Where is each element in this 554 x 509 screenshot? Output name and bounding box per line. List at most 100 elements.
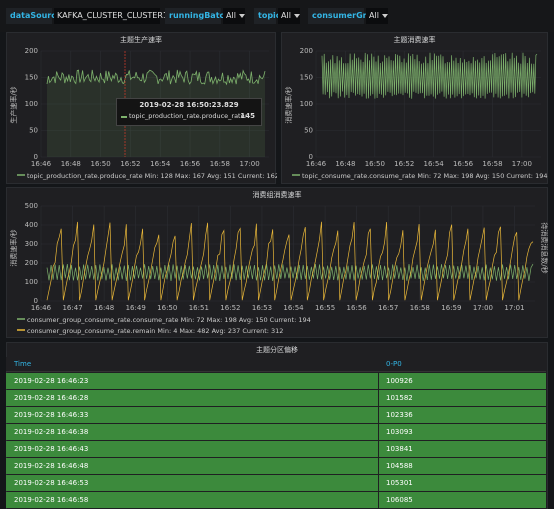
- y-axis-label: 消费速率/秒: [284, 86, 293, 123]
- cell-offset: 103841: [386, 445, 413, 453]
- var-running-batch-value: All: [226, 11, 236, 20]
- y-tick-label: 500: [25, 202, 38, 210]
- y-tick-label: 200: [25, 259, 38, 267]
- x-tick-label: 16:56: [453, 160, 474, 168]
- cell-divider: [378, 458, 379, 474]
- var-topic-select[interactable]: All: [278, 8, 300, 24]
- x-tick-label: 16:58: [482, 160, 502, 168]
- var-datasource-select[interactable]: KAFKA_CLUSTER_CLUSTER1: [54, 8, 178, 24]
- y-axis-label: 生产速率/秒: [9, 86, 18, 123]
- cell-divider: [378, 373, 379, 389]
- y-tick-label: 100: [300, 100, 313, 108]
- x-tick-label: 17:00: [512, 160, 532, 168]
- x-tick-label: 16:48: [94, 304, 114, 312]
- var-consumer-group-select[interactable]: All: [366, 8, 388, 24]
- cell-divider: [378, 407, 379, 423]
- x-tick-label: 16:54: [150, 160, 171, 168]
- table-row: 2019-02-28 16:46:38 103093: [6, 424, 546, 440]
- x-tick-label: 16:52: [220, 304, 240, 312]
- x-tick-label: 16:50: [365, 160, 385, 168]
- y-axis-label-right: 待消费消息数/秒: [540, 222, 549, 273]
- cell-offset: 106085: [386, 496, 413, 504]
- cell-offset: 104588: [386, 462, 413, 470]
- x-tick-label: 17:00: [473, 304, 493, 312]
- x-tick-label: 16:46: [31, 160, 52, 168]
- cell-offset: 103093: [386, 428, 413, 436]
- x-tick-label: 16:56: [347, 304, 368, 312]
- y-tick-label: 0: [309, 153, 313, 161]
- table-header: Time 0-P0: [6, 357, 546, 372]
- panel-topic-consume[interactable]: 主题消费速率 0 50 100 150 200 16:46 16:48 16:50 16:52 1…: [281, 32, 548, 184]
- x-tick-label: 16:46: [31, 304, 52, 312]
- chevron-down-icon: [238, 13, 245, 18]
- x-tick-label: 16:50: [91, 160, 111, 168]
- chevron-down-icon: [293, 13, 300, 18]
- series-line-remain: [46, 221, 534, 301]
- y-tick-label: 300: [25, 240, 38, 248]
- table-row: 2019-02-28 16:46:58 106085: [6, 492, 546, 508]
- cell-time: 2019-02-28 16:46:48: [14, 462, 89, 470]
- x-tick-label: 16:55: [315, 304, 335, 312]
- var-topic-label: topic: [254, 8, 281, 24]
- cell-offset: 100926: [386, 377, 413, 385]
- x-tick-label: 16:52: [394, 160, 414, 168]
- y-tick-label: 50: [304, 127, 313, 135]
- x-tick-label: 16:48: [335, 160, 355, 168]
- x-tick-label: 16:56: [180, 160, 201, 168]
- x-tick-label: 17:01: [504, 304, 524, 312]
- table-row: 2019-02-28 16:46:33 102336: [6, 407, 546, 423]
- x-tick-label: 16:46: [306, 160, 327, 168]
- tooltip-value: 145: [240, 112, 255, 120]
- column-p0[interactable]: 0-P0: [386, 360, 402, 368]
- table-row: 2019-02-28 16:46:53 105301: [6, 475, 546, 491]
- series-line: [321, 52, 538, 99]
- x-tick-label: 16:48: [61, 160, 81, 168]
- y-tick-label: 100: [25, 100, 38, 108]
- tooltip: 2019-02-28 16:50:23.829 topic_production…: [116, 98, 262, 126]
- y-axis-label: 消费速率/秒: [9, 229, 18, 266]
- chart-consumer-group: 0 100 200 300 400 500 16:46 16:47 16:48 16:49 16:5…: [9, 202, 549, 335]
- chart-topic-consume: 0 50 100 150 200 16:46 16:48 16:50 16:52 16:54 16:…: [284, 47, 547, 180]
- cell-divider: [378, 424, 379, 440]
- panel-title: 主题生产速率: [120, 36, 162, 44]
- var-running-batch-select[interactable]: All: [223, 8, 245, 24]
- y-tick-label: 150: [300, 74, 313, 82]
- x-tick-label: 16:47: [62, 304, 82, 312]
- table-row: 2019-02-28 16:46:23 100926: [6, 373, 546, 389]
- y-tick-label: 150: [25, 74, 38, 82]
- cell-offset: 105301: [386, 479, 413, 487]
- cell-time: 2019-02-28 16:46:43: [14, 445, 89, 453]
- variables-bar: dataSource KAFKA_CLUSTER_CLUSTER1 runnin…: [0, 0, 554, 32]
- legend-label: topic_consume_rate.consume_rate Min: 72 …: [302, 172, 547, 180]
- x-tick-label: 16:58: [210, 160, 230, 168]
- x-tick-label: 16:53: [252, 304, 272, 312]
- var-consumer-group-value: All: [369, 11, 379, 20]
- var-topic-value: All: [281, 11, 291, 20]
- var-datasource-value: KAFKA_CLUSTER_CLUSTER1: [57, 11, 169, 20]
- cell-offset: 101582: [386, 394, 413, 402]
- x-tick-label: 16:50: [157, 304, 177, 312]
- y-tick-label: 0: [34, 153, 38, 161]
- tooltip-series: topic_production_rate.produce_rate:: [129, 112, 247, 120]
- x-tick-label: 16:59: [441, 304, 461, 312]
- x-tick-label: 16:54: [424, 160, 445, 168]
- column-time[interactable]: Time: [14, 360, 32, 368]
- cell-time: 2019-02-28 16:46:28: [14, 394, 89, 402]
- cell-time: 2019-02-28 16:46:38: [14, 428, 89, 436]
- x-tick-label: 17:00: [240, 160, 260, 168]
- x-tick-label: 16:52: [120, 160, 140, 168]
- cell-divider: [378, 441, 379, 457]
- cell-time: 2019-02-28 16:46:33: [14, 411, 89, 419]
- cell-divider: [378, 475, 379, 491]
- cell-time: 2019-02-28 16:46:23: [14, 377, 89, 385]
- x-tick-label: 16:51: [189, 304, 209, 312]
- y-tick-label: 400: [25, 221, 38, 229]
- panel-title: 主题消费速率: [393, 36, 436, 44]
- table-row: 2019-02-28 16:46:48 104588: [6, 458, 546, 474]
- x-tick-label: 16:49: [126, 304, 146, 312]
- panel-consumer-group[interactable]: 消费组消费速率 0 100 200 300 400 500 16:46 16:47 16:48 1…: [6, 187, 549, 338]
- tooltip-swatch: [121, 116, 127, 118]
- x-tick-label: 16:54: [283, 304, 304, 312]
- panel-title: 消费组消费速率: [252, 191, 302, 199]
- x-tick-label: 16:57: [378, 304, 398, 312]
